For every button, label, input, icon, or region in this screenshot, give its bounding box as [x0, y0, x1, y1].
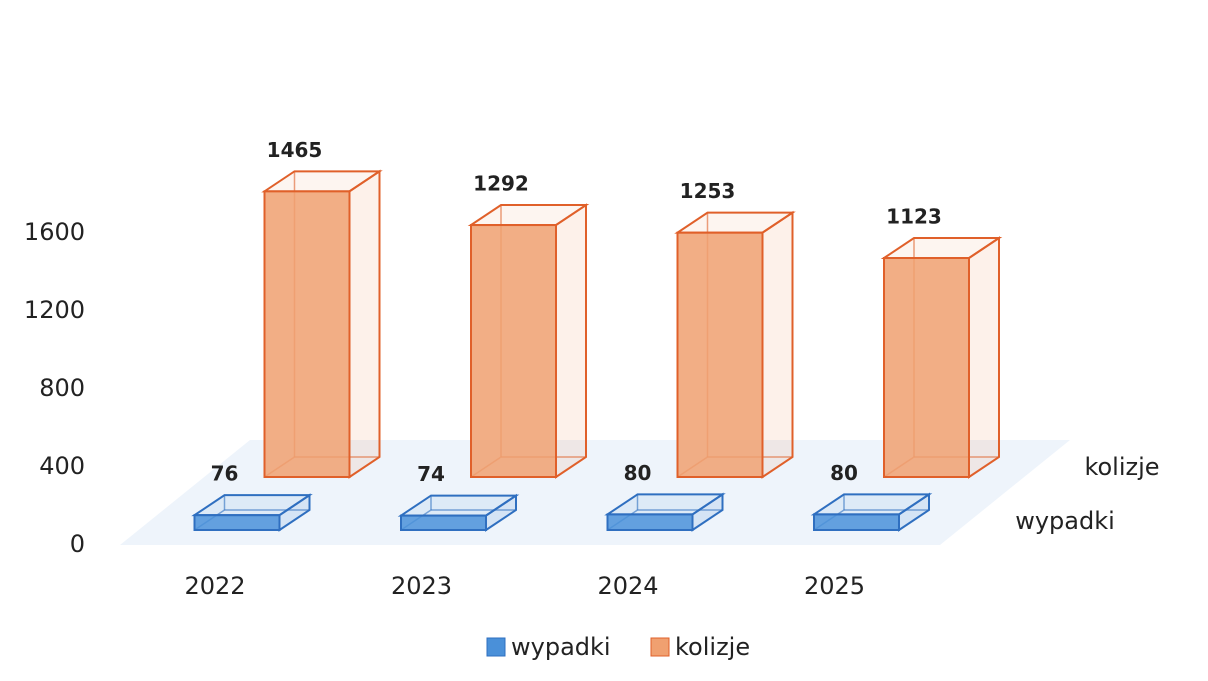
- x-tick-label: 2022: [184, 572, 245, 600]
- bar: [810, 492, 933, 532]
- bar-front: [263, 190, 351, 478]
- bar-front: [813, 513, 900, 532]
- x-tick-label: 2024: [597, 572, 658, 600]
- depth-label: wypadki: [1015, 507, 1115, 535]
- y-tick-label: 1200: [24, 296, 85, 324]
- data-label: 80: [830, 461, 858, 485]
- legend-swatch: [650, 637, 670, 657]
- y-tick-label: 400: [39, 452, 85, 480]
- data-label: 76: [211, 462, 239, 486]
- bar-front: [676, 231, 764, 478]
- bar: [674, 210, 796, 479]
- y-tick-label: 800: [39, 374, 85, 402]
- legend-swatch: [486, 637, 506, 657]
- bar: [467, 203, 590, 479]
- data-label: 1123: [886, 205, 942, 229]
- x-tick-label: 2023: [391, 572, 452, 600]
- legend-label: kolizje: [675, 633, 750, 661]
- bar: [191, 493, 313, 532]
- bar-side: [555, 203, 587, 479]
- bar-side: [348, 169, 381, 479]
- y-tick-label: 0: [70, 530, 85, 558]
- bar: [397, 493, 520, 532]
- bar-front: [606, 513, 694, 532]
- data-label: 74: [417, 462, 445, 486]
- depth-label: kolizje: [1084, 453, 1159, 481]
- legend-label: wypadki: [511, 633, 611, 661]
- bar: [604, 492, 726, 532]
- x-tick-label: 2025: [804, 572, 865, 600]
- bar-side: [968, 236, 1000, 479]
- y-tick-label: 1600: [24, 218, 85, 246]
- bar-front: [400, 514, 487, 532]
- bar-front: [470, 224, 557, 478]
- data-label: 1253: [680, 179, 736, 203]
- bar-front: [193, 514, 281, 531]
- data-label: 1465: [267, 138, 323, 162]
- data-label: 1292: [473, 172, 529, 196]
- bar-side: [761, 210, 794, 479]
- bar: [261, 169, 383, 479]
- bar: [880, 236, 1003, 479]
- data-label: 80: [624, 461, 652, 485]
- bar-front: [883, 257, 970, 479]
